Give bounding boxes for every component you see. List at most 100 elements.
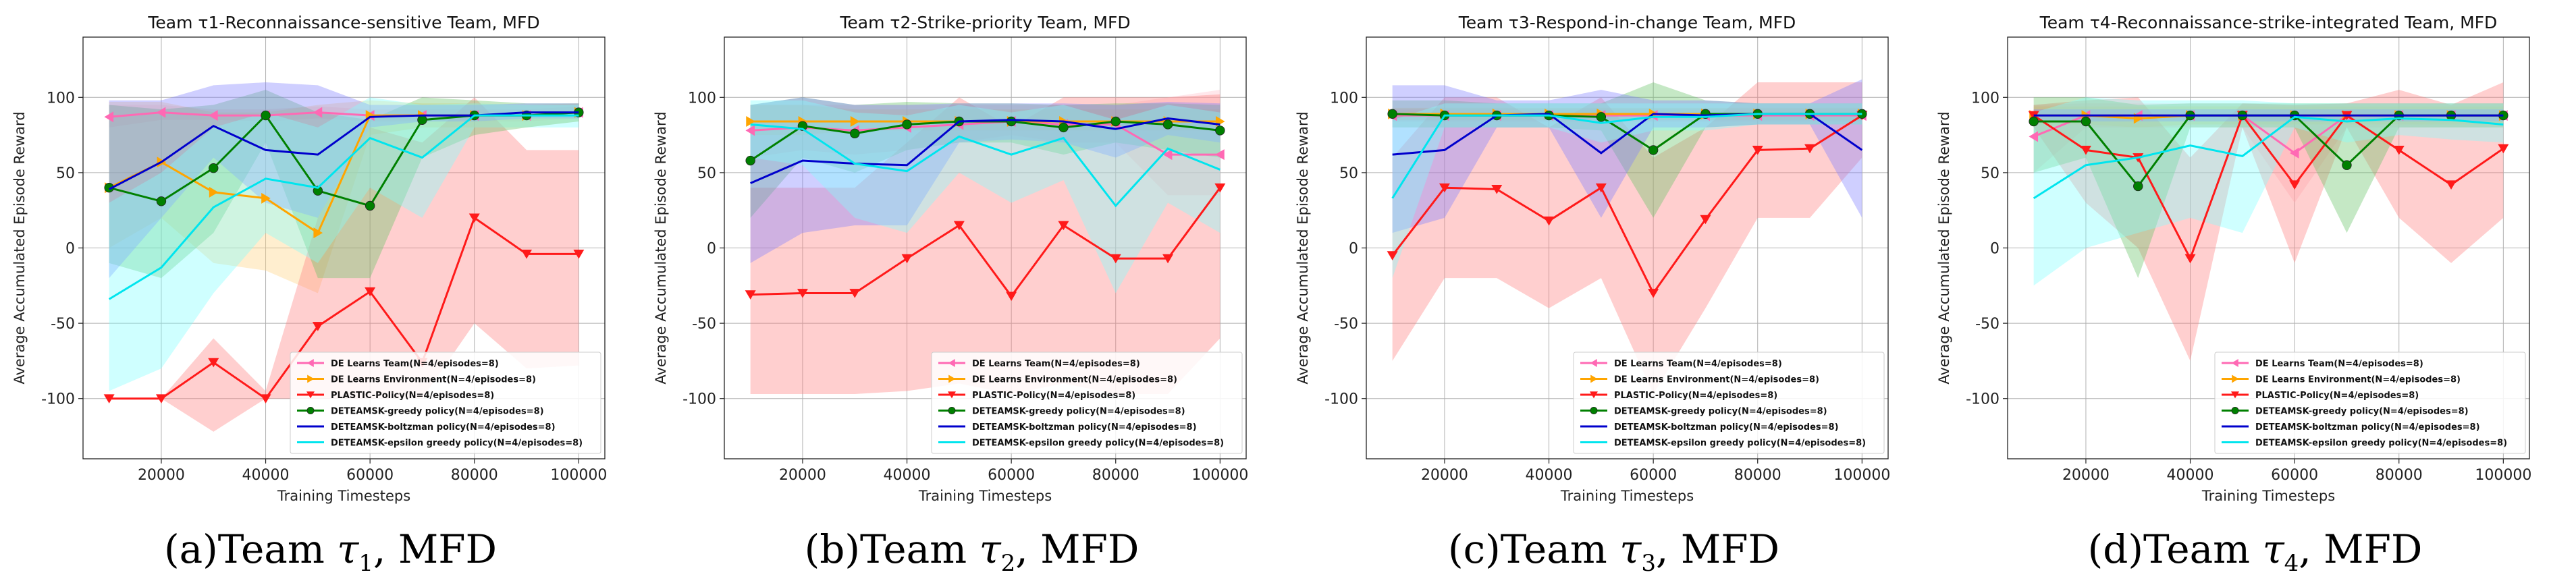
data-point: [1058, 221, 1069, 231]
x-tick-label: 100000: [1833, 467, 1890, 484]
y-tick-label: 100: [47, 90, 75, 107]
chart-panel-3: Team τ3-Respond-in-change Team, MFD 20000…: [1295, 13, 1890, 577]
caption-subscript: 2: [1001, 550, 1016, 577]
legend-marker: [306, 407, 315, 415]
series-line: [108, 111, 579, 190]
legend-box: [931, 352, 1243, 454]
data-point: [313, 107, 323, 118]
data-point: [850, 128, 860, 139]
data-point: [1648, 145, 1659, 155]
chart-panel-2: Team τ2-Strike-priority Team, MFD 20000 40…: [653, 13, 1248, 577]
data-point: [2342, 160, 2352, 170]
legend-marker: [2231, 391, 2239, 399]
legend-label: DETEAMSK-greedy policy(N=4/episodes=8): [2255, 407, 2469, 417]
y-tick-label: 100: [688, 90, 716, 107]
data-point: [850, 116, 860, 127]
legend-label: DETEAMSK-boltzman policy(N=4/episodes=8): [1614, 422, 1839, 432]
y-tick-label: 50: [1339, 165, 1358, 182]
data-point: [313, 227, 323, 239]
legend-marker: [307, 374, 315, 383]
x-tick-label: 20000: [1421, 467, 1468, 484]
y-tick-label: 50: [56, 165, 75, 182]
series-line: [108, 114, 579, 300]
data-point: [155, 394, 167, 403]
confidence-band: [109, 97, 579, 432]
confidence-band: [2033, 103, 2504, 203]
y-tick-label: -50: [1975, 316, 2000, 333]
legend-label: DETEAMSK-boltzman policy(N=4/episodes=8): [972, 422, 1197, 432]
x-tick-label: 60000: [346, 467, 394, 484]
data-point: [2498, 144, 2509, 154]
data-point: [2081, 116, 2091, 127]
data-point: [745, 155, 755, 166]
legend-marker: [948, 374, 956, 383]
legend-marker: [2232, 374, 2239, 383]
data-point: [1162, 254, 1174, 264]
confidence-band: [2033, 106, 2504, 128]
confidence-band: [1392, 103, 1862, 279]
data-point: [2393, 146, 2405, 155]
data-point: [2184, 254, 2196, 264]
y-tick-label: 0: [65, 241, 75, 258]
legend-label: DE Learns Environment(N=4/episodes=8): [331, 375, 536, 385]
data-point: [1006, 116, 1017, 127]
legend-label: DE Learns Environment(N=4/episodes=8): [1614, 375, 1819, 385]
panel-caption: (c)Team τ3, MFD: [1448, 526, 1779, 577]
data-point: [1387, 109, 1397, 119]
data-point: [1162, 149, 1173, 161]
legend-marker: [1590, 359, 1597, 367]
data-point: [1491, 185, 1503, 194]
legend-label: DETEAMSK-greedy policy(N=4/episodes=8): [972, 407, 1185, 417]
legend-label: DE Learns Team(N=4/episodes=8): [331, 359, 499, 369]
legend-label: DE Learns Team(N=4/episodes=8): [972, 359, 1140, 369]
confidence-band: [109, 105, 579, 128]
panel-caption: (b)Team τ2, MFD: [805, 526, 1139, 577]
data-point: [209, 186, 219, 198]
data-point: [103, 394, 115, 403]
series-line: [750, 123, 1220, 208]
caption-prefix: (a)Team: [164, 526, 337, 572]
caption-prefix: (d)Team: [2088, 526, 2263, 572]
caption-suffix: , MFD: [373, 526, 497, 572]
legend: DE Learns Team(N=4/episodes=8) DE Learns …: [1573, 352, 1885, 454]
data-point: [2289, 180, 2301, 190]
legend-label: DETEAMSK-boltzman policy(N=4/episodes=8): [331, 422, 556, 432]
data-point: [521, 250, 533, 259]
data-point: [1752, 146, 1763, 155]
chart-panel-4: Team τ4-Reconnaissance-strike-integrated…: [1936, 13, 2531, 577]
x-tick-label: 100000: [550, 467, 607, 484]
data-point: [849, 289, 861, 298]
confidence-band: [750, 100, 1220, 294]
legend-label: DETEAMSK-epsilon greedy policy(N=4/episo…: [331, 439, 583, 449]
y-tick-label: -100: [41, 391, 75, 408]
caption-subscript: 3: [1641, 550, 1656, 577]
legend-marker: [1590, 374, 1598, 383]
data-point: [156, 107, 166, 118]
data-point: [209, 110, 218, 121]
legend-label: DETEAMSK-epsilon greedy policy(N=4/episo…: [2255, 439, 2507, 449]
y-tick-label: -100: [1324, 391, 1358, 408]
data-point: [2446, 180, 2457, 190]
confidence-band: [2033, 97, 2504, 286]
confidence-band: [2033, 82, 2504, 361]
data-point: [745, 290, 756, 300]
y-tick-label: 0: [707, 241, 716, 258]
data-point: [2029, 131, 2039, 142]
x-tick-label: 60000: [988, 467, 1035, 484]
data-point: [365, 200, 375, 211]
confidence-band: [109, 90, 579, 279]
y-tick-label: 0: [1349, 241, 1358, 258]
data-point: [573, 250, 585, 259]
legend-marker: [2231, 359, 2238, 367]
legend-marker: [948, 359, 955, 367]
data-point: [313, 186, 323, 196]
data-point: [1648, 289, 1659, 298]
legend: DE Learns Team(N=4/episodes=8) DE Learns …: [290, 352, 601, 454]
confidence-band: [109, 100, 579, 294]
caption-tau: τ: [2263, 526, 2285, 572]
caption-subscript: 4: [2284, 550, 2299, 577]
data-point: [365, 287, 376, 297]
panel-caption: (a)Team τ1, MFD: [164, 526, 497, 577]
chart-title: Team τ4-Reconnaissance-strike-integrated…: [2039, 13, 2498, 32]
x-tick-label: 80000: [1734, 467, 1781, 484]
